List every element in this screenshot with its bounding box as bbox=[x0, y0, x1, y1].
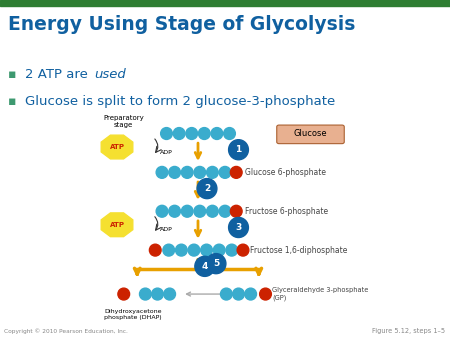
Bar bbox=[0, 0, 450, 6]
Text: Glyceraldehyde 3-phosphate
(GP): Glyceraldehyde 3-phosphate (GP) bbox=[272, 287, 369, 301]
Text: 5: 5 bbox=[213, 259, 219, 268]
Text: Dihydroxyacetone
phosphate (DHAP): Dihydroxyacetone phosphate (DHAP) bbox=[104, 309, 162, 320]
Ellipse shape bbox=[219, 166, 231, 178]
Ellipse shape bbox=[233, 288, 244, 300]
Ellipse shape bbox=[198, 127, 210, 140]
Ellipse shape bbox=[220, 288, 232, 300]
Text: 2: 2 bbox=[204, 184, 210, 193]
Ellipse shape bbox=[186, 127, 198, 140]
Ellipse shape bbox=[219, 205, 231, 217]
Ellipse shape bbox=[195, 256, 215, 276]
Text: ATP: ATP bbox=[109, 222, 125, 228]
Ellipse shape bbox=[207, 205, 218, 217]
Ellipse shape bbox=[230, 205, 242, 217]
Text: Glucose: Glucose bbox=[294, 129, 327, 138]
Text: Figure 5.12, steps 1–5: Figure 5.12, steps 1–5 bbox=[373, 328, 446, 334]
Ellipse shape bbox=[181, 205, 193, 217]
Ellipse shape bbox=[118, 288, 130, 300]
Ellipse shape bbox=[152, 288, 163, 300]
Ellipse shape bbox=[213, 244, 225, 256]
Ellipse shape bbox=[149, 244, 161, 256]
Text: 3: 3 bbox=[235, 223, 242, 232]
Ellipse shape bbox=[197, 178, 217, 199]
Text: Copyright © 2010 Pearson Education, Inc.: Copyright © 2010 Pearson Education, Inc. bbox=[4, 328, 128, 334]
Ellipse shape bbox=[164, 288, 176, 300]
Ellipse shape bbox=[230, 166, 242, 178]
Text: Glucose 6-phosphate: Glucose 6-phosphate bbox=[245, 168, 326, 177]
Ellipse shape bbox=[169, 205, 180, 217]
Ellipse shape bbox=[229, 217, 248, 238]
Text: ADP: ADP bbox=[160, 227, 172, 232]
Text: 1: 1 bbox=[235, 145, 242, 154]
Text: ATP: ATP bbox=[109, 144, 125, 150]
Ellipse shape bbox=[207, 166, 218, 178]
Text: Fructose 6-phosphate: Fructose 6-phosphate bbox=[245, 207, 328, 216]
Ellipse shape bbox=[206, 254, 226, 274]
Ellipse shape bbox=[161, 127, 172, 140]
Text: Fructose 1,6-diphosphate: Fructose 1,6-diphosphate bbox=[250, 246, 347, 255]
Text: ▪: ▪ bbox=[8, 68, 17, 80]
Ellipse shape bbox=[229, 140, 248, 160]
Ellipse shape bbox=[188, 244, 200, 256]
Ellipse shape bbox=[194, 166, 206, 178]
Ellipse shape bbox=[201, 244, 212, 256]
Ellipse shape bbox=[163, 244, 175, 256]
Text: Energy Using Stage of Glycolysis: Energy Using Stage of Glycolysis bbox=[8, 15, 356, 34]
Ellipse shape bbox=[211, 127, 223, 140]
FancyBboxPatch shape bbox=[277, 125, 344, 144]
Ellipse shape bbox=[140, 288, 151, 300]
Ellipse shape bbox=[176, 244, 187, 256]
Ellipse shape bbox=[237, 244, 249, 256]
Ellipse shape bbox=[194, 205, 206, 217]
Text: Preparatory
stage: Preparatory stage bbox=[104, 115, 144, 128]
Ellipse shape bbox=[226, 244, 238, 256]
Text: ▪: ▪ bbox=[8, 95, 17, 107]
Text: used: used bbox=[94, 68, 126, 80]
Text: Glucose is split to form 2 glucose-3-phosphate: Glucose is split to form 2 glucose-3-pho… bbox=[25, 95, 335, 107]
Ellipse shape bbox=[156, 205, 168, 217]
Text: ADP: ADP bbox=[160, 150, 172, 154]
Text: 4: 4 bbox=[202, 262, 208, 271]
Ellipse shape bbox=[156, 166, 168, 178]
Ellipse shape bbox=[181, 166, 193, 178]
Ellipse shape bbox=[260, 288, 271, 300]
Text: 2 ATP are: 2 ATP are bbox=[25, 68, 92, 80]
Ellipse shape bbox=[224, 127, 235, 140]
Ellipse shape bbox=[173, 127, 185, 140]
Ellipse shape bbox=[245, 288, 256, 300]
Ellipse shape bbox=[169, 166, 180, 178]
